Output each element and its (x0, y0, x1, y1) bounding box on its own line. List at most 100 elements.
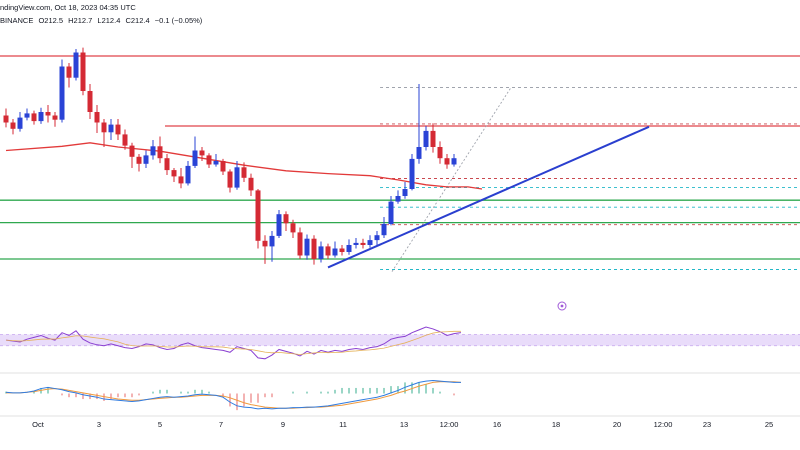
candle-body (451, 158, 457, 165)
candle-body (248, 177, 254, 191)
candle-body (388, 201, 394, 224)
candle-body (24, 113, 30, 118)
rsi-band (0, 334, 800, 346)
candle-body (150, 146, 156, 156)
macd-histogram-bar (61, 393, 63, 396)
chart-header: ndingView.com, Oct 18, 2023 04:35 UTC BI… (0, 0, 800, 30)
macd-histogram-bar (47, 387, 49, 394)
candle-body (283, 214, 289, 224)
candle-body (3, 115, 9, 123)
candle-body (136, 156, 142, 164)
candle-body (262, 240, 268, 247)
candle-body (45, 112, 51, 116)
high-value: H212.7 (68, 16, 93, 25)
macd-histogram-bar (229, 393, 231, 407)
x-tick-label: 20 (613, 420, 621, 429)
candle-body (311, 238, 317, 259)
macd-histogram-bar (376, 387, 378, 394)
event-marker[interactable] (557, 301, 567, 311)
macd-histogram-bar (152, 391, 154, 394)
macd-line (5, 380, 461, 410)
candle-body (164, 158, 170, 171)
fib-diagonal (391, 87, 512, 272)
macd-histogram-bar (33, 391, 35, 394)
candle-body (402, 189, 408, 196)
candle-body (360, 242, 366, 245)
candle-body (318, 246, 324, 259)
macd-histogram-bar (369, 387, 371, 394)
ma-line (5, 142, 483, 190)
candle-body (255, 190, 261, 241)
candle-body (220, 161, 226, 172)
macd-histogram-bar (411, 382, 413, 394)
trendline (327, 125, 650, 269)
low-value: L212.4 (97, 16, 121, 25)
exchange-label: BINANCE (0, 16, 34, 25)
candle-body (17, 117, 23, 129)
macd-histogram-bar (208, 391, 210, 394)
candlesticks (3, 47, 457, 265)
candle-body (157, 146, 163, 159)
macd-histogram-bar (187, 391, 189, 394)
rsi-line (5, 326, 462, 360)
open-value: O212.5 (38, 16, 64, 25)
rsi-ma-line (5, 330, 461, 355)
candle-body (234, 167, 240, 188)
candle-body (325, 246, 331, 256)
candle-body (430, 130, 436, 147)
candle-body (178, 176, 184, 184)
x-tick-label: 12:00 (440, 420, 459, 429)
candle-body (213, 161, 219, 165)
candle-body (192, 150, 198, 166)
x-tick-label: 12:00 (654, 420, 673, 429)
candle-body (276, 214, 282, 236)
macd-histogram-bar (243, 393, 245, 407)
candle-body (269, 235, 275, 247)
candle-body (409, 158, 415, 189)
macd-histogram-bar (96, 393, 98, 400)
x-tick-label: 7 (219, 420, 223, 429)
macd-histogram-bar (320, 391, 322, 394)
macd-histogram-bar (110, 393, 112, 400)
candle-body (52, 115, 58, 120)
macd-histogram-bar (341, 387, 343, 394)
rsi-panel (0, 326, 800, 374)
macd-histogram-bar (334, 389, 336, 394)
x-tick-label: 13 (400, 420, 408, 429)
macd-histogram-bar (222, 393, 224, 398)
candle-body (108, 124, 114, 133)
macd-histogram-bar (418, 382, 420, 394)
candle-body (66, 66, 72, 78)
macd-histogram-bar (180, 391, 182, 394)
candle-body (346, 245, 352, 252)
candle-body (185, 165, 191, 184)
candle-body (437, 147, 443, 159)
candle-body (143, 155, 149, 164)
macd-histogram-bar (250, 393, 252, 403)
candle-body (353, 242, 359, 245)
candle-body (304, 238, 310, 256)
candle-body (171, 170, 177, 177)
macd-histogram-bar (348, 387, 350, 394)
candle-body (339, 248, 345, 252)
x-tick-label: 23 (703, 420, 711, 429)
macd-histogram-bar (397, 386, 399, 394)
source-text: ndingView.com, Oct 18, 2023 04:35 UTC (0, 3, 136, 12)
macd-histogram-bar (404, 382, 406, 394)
moving-average (5, 142, 483, 190)
candle-body (31, 113, 37, 122)
candle-body (115, 124, 121, 135)
candle-body (290, 223, 296, 233)
x-tick-label: 16 (493, 420, 501, 429)
candle-body (80, 52, 86, 91)
macd-histogram-bar (362, 387, 364, 394)
change-value: −0.1 (−0.05%) (154, 16, 203, 25)
macd-histogram-bar (425, 384, 427, 394)
macd-histogram-bar (82, 393, 84, 400)
candle-body (129, 145, 135, 157)
macd-histogram-bar (292, 391, 294, 394)
candle-body (297, 232, 303, 256)
trendline-group (327, 125, 650, 269)
candle-body (423, 130, 429, 147)
